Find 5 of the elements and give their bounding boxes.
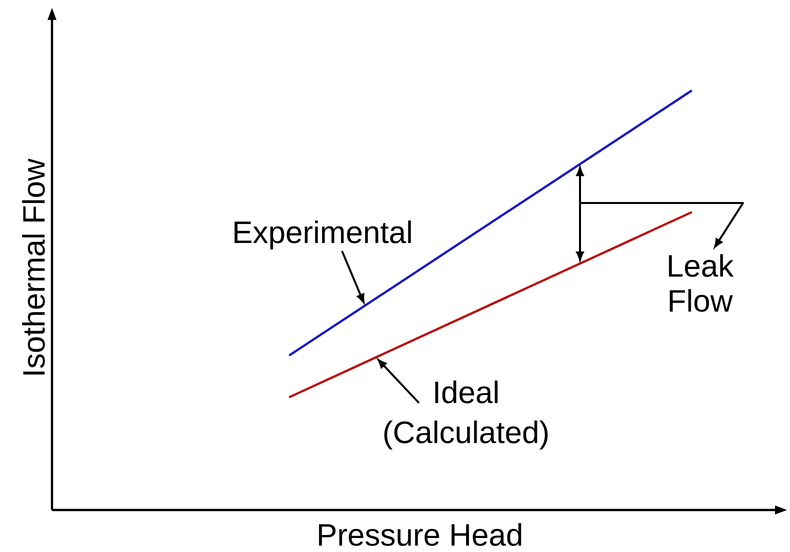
y-axis-title: Isothermal Flow bbox=[22, 158, 45, 374]
series-label: Ideal (Calculated) bbox=[384, 380, 548, 450]
series-label: Experimental bbox=[234, 220, 411, 250]
x-axis-title: Pressure Head bbox=[319, 523, 522, 546]
annotation: Leak Flow bbox=[668, 254, 734, 312]
